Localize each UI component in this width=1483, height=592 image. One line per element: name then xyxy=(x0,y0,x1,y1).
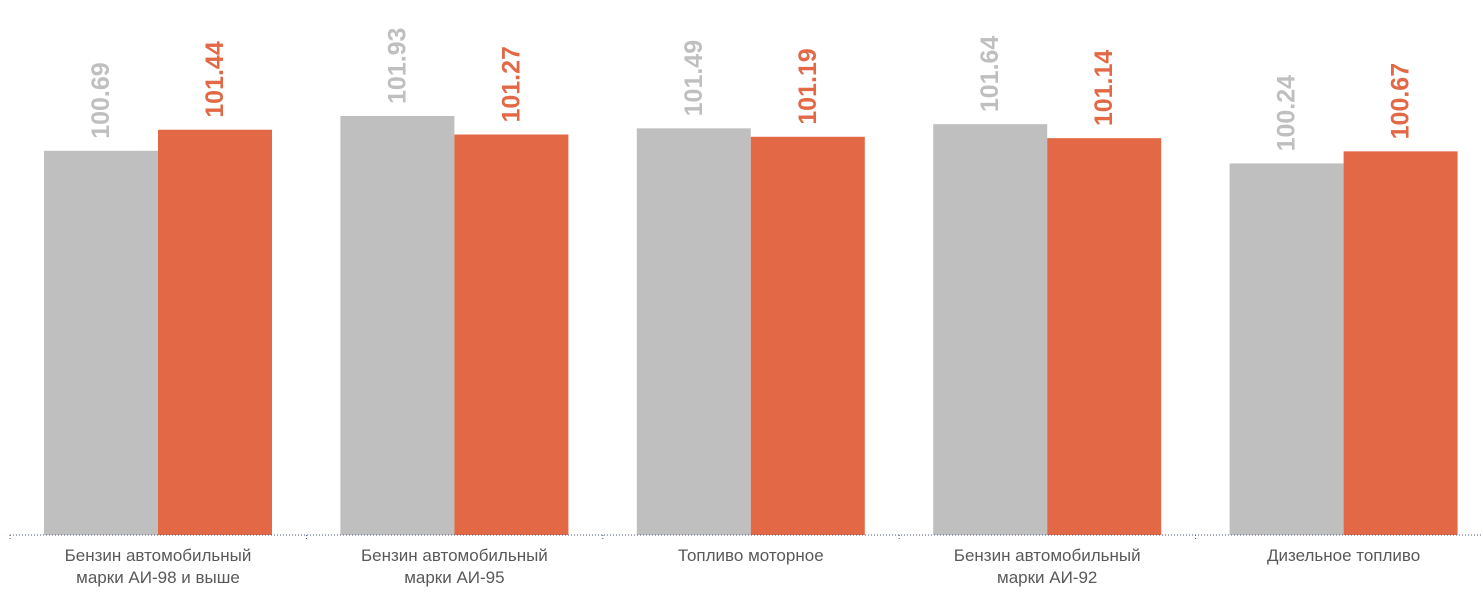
category-label-4: Бензин автомобильный марки АИ-92 xyxy=(954,546,1141,587)
value-label-series-2-cat-5: 100.67 xyxy=(1387,63,1415,139)
bar-series-1-cat-2 xyxy=(340,115,455,536)
category-label-line: Бензин автомобильный xyxy=(65,546,252,565)
category-label-line: марки АИ-98 и выше xyxy=(76,568,240,587)
x-axis-ticks xyxy=(9,535,1197,541)
value-label-series-1-cat-4: 101.64 xyxy=(976,36,1004,113)
value-label-series-1-cat-1: 100.69 xyxy=(87,62,115,138)
category-label-line: Бензин автомобильный xyxy=(954,546,1141,565)
category-labels-group: Бензин автомобильный марки АИ-98 и вышеБе… xyxy=(65,546,1421,587)
bar-series-2-cat-3 xyxy=(750,136,865,535)
value-label-series-2-cat-3: 101.19 xyxy=(794,48,822,124)
value-label-series-2-cat-2: 101.27 xyxy=(497,46,525,122)
bar-series-1-cat-3 xyxy=(636,128,751,535)
bar-series-1-cat-5 xyxy=(1229,163,1344,535)
value-labels-group: 100.69 101.44 101.93 101.27 101.49 101.19 101.… xyxy=(87,28,1415,152)
bar-series-2-cat-1 xyxy=(158,129,272,535)
category-label-line: Бензин автомобильный xyxy=(361,546,548,565)
category-label-line: марки АИ-92 xyxy=(997,568,1097,587)
category-label-line: марки АИ-95 xyxy=(404,568,504,587)
category-label-5: Дизельное топливо xyxy=(1267,546,1420,565)
bar-series-1-cat-4 xyxy=(933,124,1048,535)
value-label-series-1-cat-5: 100.24 xyxy=(1273,75,1301,152)
category-label-line: Топливо моторное xyxy=(678,546,824,565)
bars-group xyxy=(44,115,1458,536)
category-label-line: Дизельное топливо xyxy=(1267,546,1420,565)
category-label-1: Бензин автомобильный марки АИ-98 и выше xyxy=(65,546,252,587)
bar-series-1-cat-1 xyxy=(44,150,158,536)
value-label-series-1-cat-2: 101.93 xyxy=(383,28,411,104)
bar-series-2-cat-4 xyxy=(1047,138,1162,536)
bar-series-2-cat-5 xyxy=(1343,151,1458,535)
value-label-series-1-cat-3: 101.49 xyxy=(680,40,708,116)
category-label-2: Бензин автомобильный марки АИ-95 xyxy=(361,546,548,587)
bar-series-2-cat-2 xyxy=(454,134,569,535)
value-label-series-2-cat-1: 101.44 xyxy=(201,41,229,118)
value-label-series-2-cat-4: 101.14 xyxy=(1090,50,1118,127)
category-label-3: Топливо моторное xyxy=(678,546,824,565)
